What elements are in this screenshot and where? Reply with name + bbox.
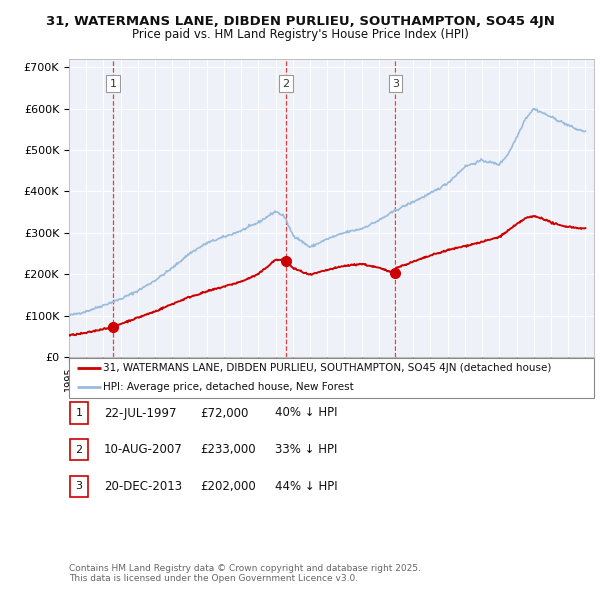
- Text: 33% ↓ HPI: 33% ↓ HPI: [275, 443, 337, 456]
- Text: Contains HM Land Registry data © Crown copyright and database right 2025.
This d: Contains HM Land Registry data © Crown c…: [69, 563, 421, 583]
- FancyBboxPatch shape: [70, 476, 88, 497]
- Text: 31, WATERMANS LANE, DIBDEN PURLIEU, SOUTHAMPTON, SO45 4JN (detached house): 31, WATERMANS LANE, DIBDEN PURLIEU, SOUT…: [103, 363, 551, 373]
- Text: £72,000: £72,000: [200, 407, 248, 419]
- Text: 1: 1: [109, 79, 116, 89]
- Text: 10-AUG-2007: 10-AUG-2007: [104, 443, 182, 456]
- Text: £233,000: £233,000: [200, 443, 256, 456]
- FancyBboxPatch shape: [69, 358, 594, 398]
- Text: 40% ↓ HPI: 40% ↓ HPI: [275, 407, 337, 419]
- Text: 2: 2: [283, 79, 289, 89]
- Text: Price paid vs. HM Land Registry's House Price Index (HPI): Price paid vs. HM Land Registry's House …: [131, 28, 469, 41]
- Text: 44% ↓ HPI: 44% ↓ HPI: [275, 480, 337, 493]
- Text: 3: 3: [392, 79, 399, 89]
- FancyBboxPatch shape: [70, 439, 88, 460]
- Text: 31, WATERMANS LANE, DIBDEN PURLIEU, SOUTHAMPTON, SO45 4JN: 31, WATERMANS LANE, DIBDEN PURLIEU, SOUT…: [46, 15, 554, 28]
- Text: 3: 3: [76, 481, 82, 491]
- Text: 22-JUL-1997: 22-JUL-1997: [104, 407, 176, 419]
- Text: £202,000: £202,000: [200, 480, 256, 493]
- Text: HPI: Average price, detached house, New Forest: HPI: Average price, detached house, New …: [103, 382, 354, 392]
- Text: 1: 1: [76, 408, 82, 418]
- Text: 20-DEC-2013: 20-DEC-2013: [104, 480, 182, 493]
- FancyBboxPatch shape: [70, 402, 88, 424]
- Text: 2: 2: [76, 445, 82, 454]
